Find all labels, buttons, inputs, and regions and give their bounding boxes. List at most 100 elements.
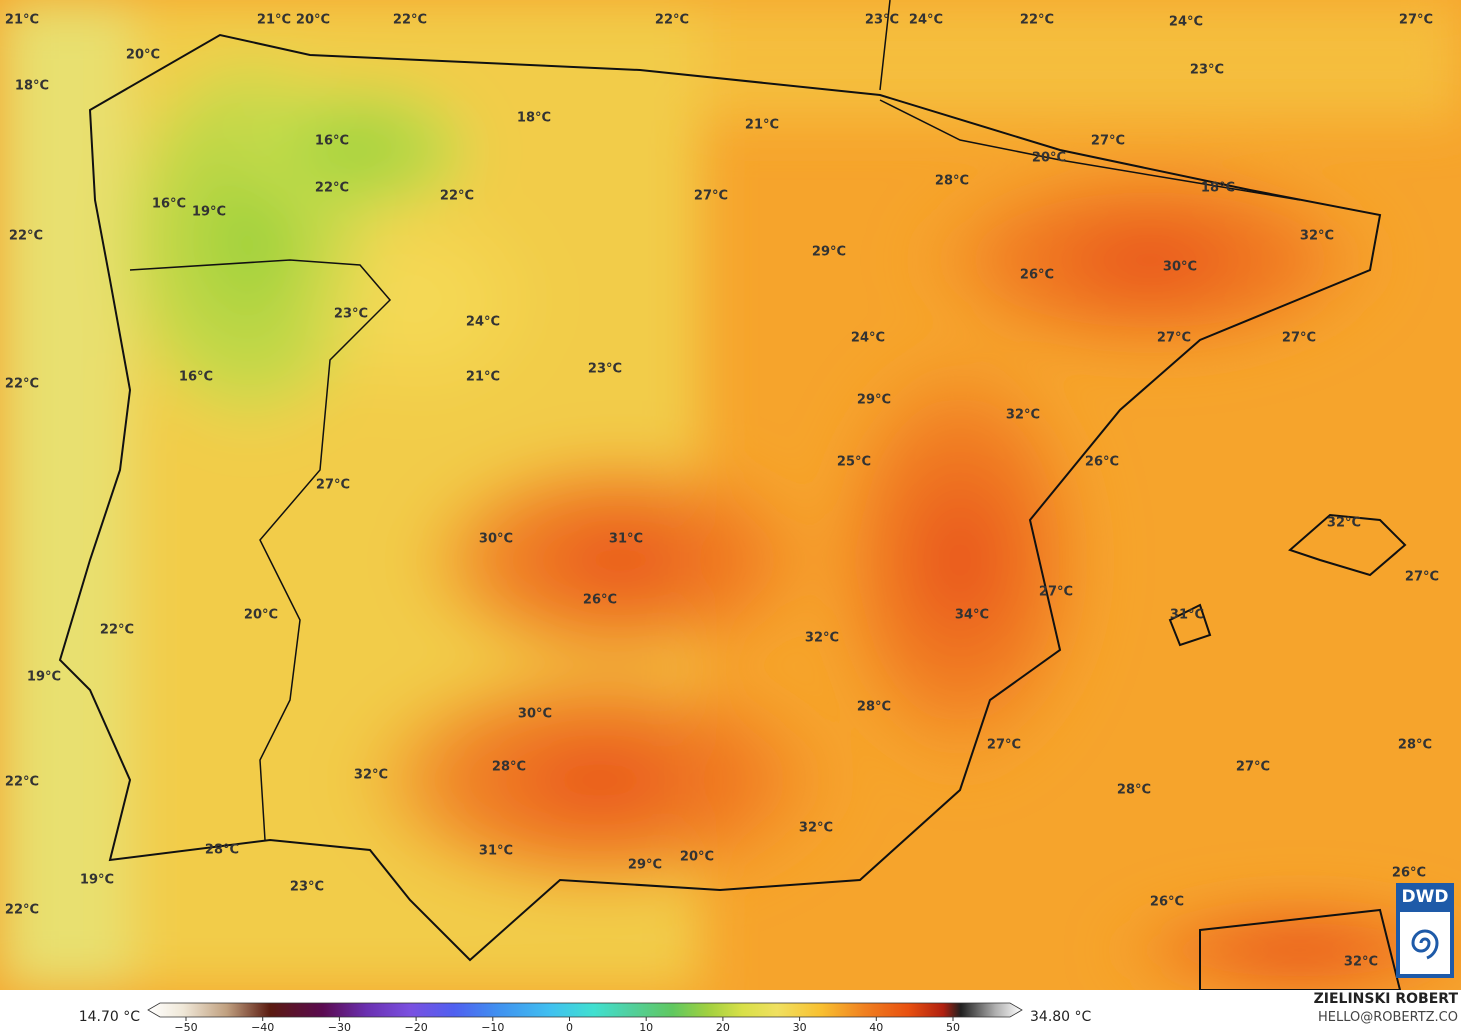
temperature-label: 32°C	[354, 768, 388, 783]
temperature-label: 19°C	[192, 205, 226, 220]
credit-email: HELLO@ROBERTZ.CO	[1318, 1010, 1458, 1025]
coastline	[58, 33, 1382, 962]
temperature-label: 27°C	[1399, 13, 1433, 28]
temperature-label: 22°C	[5, 903, 39, 918]
scale-ticks: −50 −40 −30 −20 −10 0 10 20 30 40 50	[174, 1017, 960, 1034]
scale-tick-label: 40	[869, 1021, 883, 1034]
color-scale	[147, 1002, 1023, 1018]
temperature-label: 22°C	[655, 13, 689, 28]
temperature-label: 32°C	[805, 631, 839, 646]
temperature-label: 23°C	[1190, 63, 1224, 78]
temperature-label: 29°C	[628, 858, 662, 873]
temperature-label: 28°C	[1398, 738, 1432, 753]
temperature-label: 30°C	[1163, 260, 1197, 275]
dwd-logo-panel	[1400, 912, 1450, 974]
temperature-label: 22°C	[1020, 13, 1054, 28]
temperature-label: 26°C	[1020, 268, 1054, 283]
temperature-label: 27°C	[1405, 570, 1439, 585]
temperature-label: 21°C	[745, 118, 779, 133]
temperature-label: 18°C	[15, 79, 49, 94]
temperature-label: 16°C	[315, 134, 349, 149]
temperature-label: 24°C	[466, 315, 500, 330]
border	[129, 259, 392, 841]
temperature-label: 26°C	[583, 593, 617, 608]
dwd-logo-text: DWD	[1402, 887, 1449, 907]
temperature-label: 23°C	[865, 13, 899, 28]
temperature-label: 34°C	[955, 608, 989, 623]
temperature-labels: 21°C 21°C 20°C 22°C 22°C 23°C 24°C 22°C 24°C 27°C…	[5, 13, 1439, 970]
temperature-label: 23°C	[290, 880, 324, 895]
temperature-label: 30°C	[518, 707, 552, 722]
temperature-label: 31°C	[1170, 608, 1204, 623]
temperature-label: 27°C	[1039, 585, 1073, 600]
temperature-label: 16°C	[179, 370, 213, 385]
temperature-label: 32°C	[799, 821, 833, 836]
temperature-label: 22°C	[5, 775, 39, 790]
temperature-label: 22°C	[393, 13, 427, 28]
temperature-label: 23°C	[334, 307, 368, 322]
scale-tick-label: −20	[404, 1021, 427, 1034]
temperature-label: 32°C	[1006, 408, 1040, 423]
temperature-label: 31°C	[479, 844, 513, 859]
temperature-label: 20°C	[680, 850, 714, 865]
credit-name: ZIELINSKI ROBERT	[1314, 991, 1459, 1007]
scale-max: 34.80 °C	[1030, 1009, 1092, 1025]
temperature-label: 21°C	[5, 13, 39, 28]
temperature-label: 28°C	[857, 700, 891, 715]
temperature-label: 27°C	[316, 478, 350, 493]
temperature-label: 19°C	[80, 873, 114, 888]
temperature-label: 27°C	[694, 189, 728, 204]
temperature-label: 28°C	[1117, 783, 1151, 798]
temperature-label: 24°C	[851, 331, 885, 346]
temperature-label: 28°C	[205, 843, 239, 858]
temperature-label: 29°C	[857, 393, 891, 408]
temperature-label: 24°C	[909, 13, 943, 28]
scale-min: 14.70 °C	[79, 1009, 141, 1025]
temperature-label: 28°C	[492, 760, 526, 775]
temperature-label: 21°C	[466, 370, 500, 385]
temperature-label: 20°C	[126, 48, 160, 63]
scale-tick-label: 50	[946, 1021, 960, 1034]
border-france	[879, 0, 1301, 201]
temperature-label: 24°C	[1169, 15, 1203, 30]
scale-tick-label: 20	[716, 1021, 730, 1034]
temperature-label: 18°C	[517, 111, 551, 126]
temperature-label: 22°C	[9, 229, 43, 244]
temperature-label: 23°C	[588, 362, 622, 377]
temperature-label: 27°C	[1236, 760, 1270, 775]
scale-tick-label: −10	[481, 1021, 504, 1034]
temperature-label: 20°C	[244, 608, 278, 623]
temperature-label: 22°C	[100, 623, 134, 638]
dwd-logo-swirl	[1411, 929, 1439, 960]
temperature-label: 19°C	[27, 670, 61, 685]
temperature-label: 29°C	[812, 245, 846, 260]
temperature-label: 26°C	[1085, 455, 1119, 470]
temperature-label: 32°C	[1327, 516, 1361, 531]
temperature-label: 27°C	[1091, 134, 1125, 149]
scale-tick-label: −50	[174, 1021, 197, 1034]
temperature-label: 20°C	[296, 13, 330, 28]
temperature-label: 22°C	[5, 377, 39, 392]
temperature-label: 20°C	[1032, 151, 1066, 166]
scale-tick-label: 30	[793, 1021, 807, 1034]
temperature-label: 18°C	[1201, 181, 1235, 196]
temperature-label: 32°C	[1344, 955, 1378, 970]
temperature-label: 30°C	[479, 532, 513, 547]
temperature-label: 26°C	[1150, 895, 1184, 910]
temperature-label: 16°C	[152, 197, 186, 212]
scale-tick-label: 0	[566, 1021, 573, 1034]
scale-tick-label: 10	[639, 1021, 653, 1034]
temperature-label: 26°C	[1392, 866, 1426, 881]
temperature-label: 22°C	[315, 181, 349, 196]
temperature-label: 21°C	[257, 13, 291, 28]
temperature-label: 25°C	[837, 455, 871, 470]
temperature-label: 27°C	[1157, 331, 1191, 346]
temperature-label: 22°C	[440, 189, 474, 204]
scale-tick-label: −40	[251, 1021, 274, 1034]
scale-tick-label: −30	[328, 1021, 351, 1034]
temperature-label: 32°C	[1300, 229, 1334, 244]
temperature-label: 27°C	[1282, 331, 1316, 346]
temperature-label: 28°C	[935, 174, 969, 189]
